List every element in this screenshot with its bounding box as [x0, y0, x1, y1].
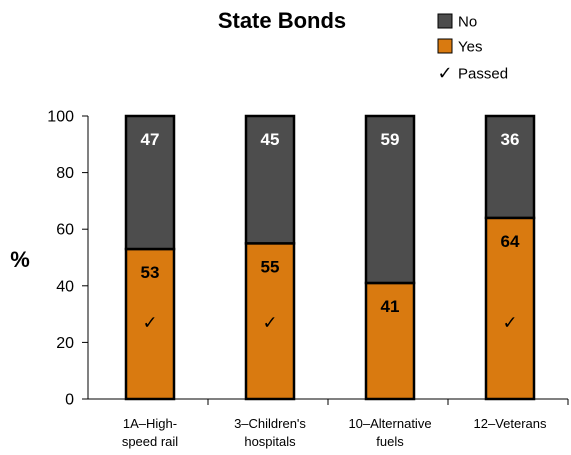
y-tick-label: 20: [56, 335, 74, 352]
legend-label-yes: Yes: [458, 39, 482, 56]
data-label-no: 45: [261, 130, 280, 149]
legend-swatch-no: [437, 13, 453, 29]
category-label-line: 12–Veterans: [473, 416, 547, 431]
category-label: 3–Children's hospitals: [234, 416, 306, 449]
passed-check-icon: ✓: [502, 312, 517, 333]
data-label-yes: 55: [261, 257, 280, 276]
category-label-line: fuels: [376, 434, 404, 449]
data-label-yes: 64: [501, 232, 520, 251]
legend-label-no: No: [458, 14, 477, 31]
bar-yes: [364, 281, 416, 401]
bar-group: 59 41: [364, 114, 416, 401]
y-tick-label: 40: [56, 278, 74, 295]
category-label: 12–Veterans: [473, 416, 547, 431]
category-label-line: speed rail: [122, 434, 178, 449]
bar-group: 45 55 ✓: [244, 114, 296, 401]
data-label-yes: 41: [381, 297, 400, 316]
category-label-line: hospitals: [244, 434, 296, 449]
category-label: 10–Alternative fuels: [348, 416, 431, 449]
data-label-no: 36: [501, 130, 520, 149]
data-label-no: 47: [141, 130, 160, 149]
bar-no: [244, 114, 296, 245]
data-label-no: 59: [381, 130, 400, 149]
y-tick-label: 80: [56, 165, 74, 182]
bar-no: [364, 114, 416, 285]
y-tick-label: 60: [56, 222, 74, 239]
bar-group: 47 53 ✓: [124, 114, 176, 401]
chart-title: State Bonds: [218, 8, 346, 33]
legend-check-icon: ✓: [437, 63, 452, 84]
legend: No Yes ✓ Passed: [437, 13, 508, 84]
data-label-yes: 53: [141, 263, 160, 282]
category-label: 1A–High-speed rail: [122, 416, 178, 449]
category-labels: 1A–High-speed rail 3–Children's hospitals 1…: [122, 416, 547, 449]
passed-check-icon: ✓: [142, 312, 157, 333]
bars: 47 53 ✓ 45 55 ✓ 59 41 36 64 ✓: [124, 114, 536, 401]
bar-yes: [244, 242, 296, 401]
legend-swatch-yes: [437, 38, 453, 54]
bar-group: 36 64 ✓: [484, 114, 536, 401]
category-label-line: 3–Children's: [234, 416, 306, 431]
category-label-line: 1A–High-: [123, 416, 177, 431]
category-label-line: 10–Alternative: [348, 416, 431, 431]
y-tick-label: 100: [47, 109, 74, 126]
bar-no: [124, 114, 176, 251]
y-axis-label: %: [10, 247, 30, 272]
bar-no: [484, 114, 536, 220]
y-tick-label: 0: [65, 392, 74, 409]
passed-check-icon: ✓: [262, 312, 277, 333]
legend-label-passed: Passed: [458, 66, 508, 83]
